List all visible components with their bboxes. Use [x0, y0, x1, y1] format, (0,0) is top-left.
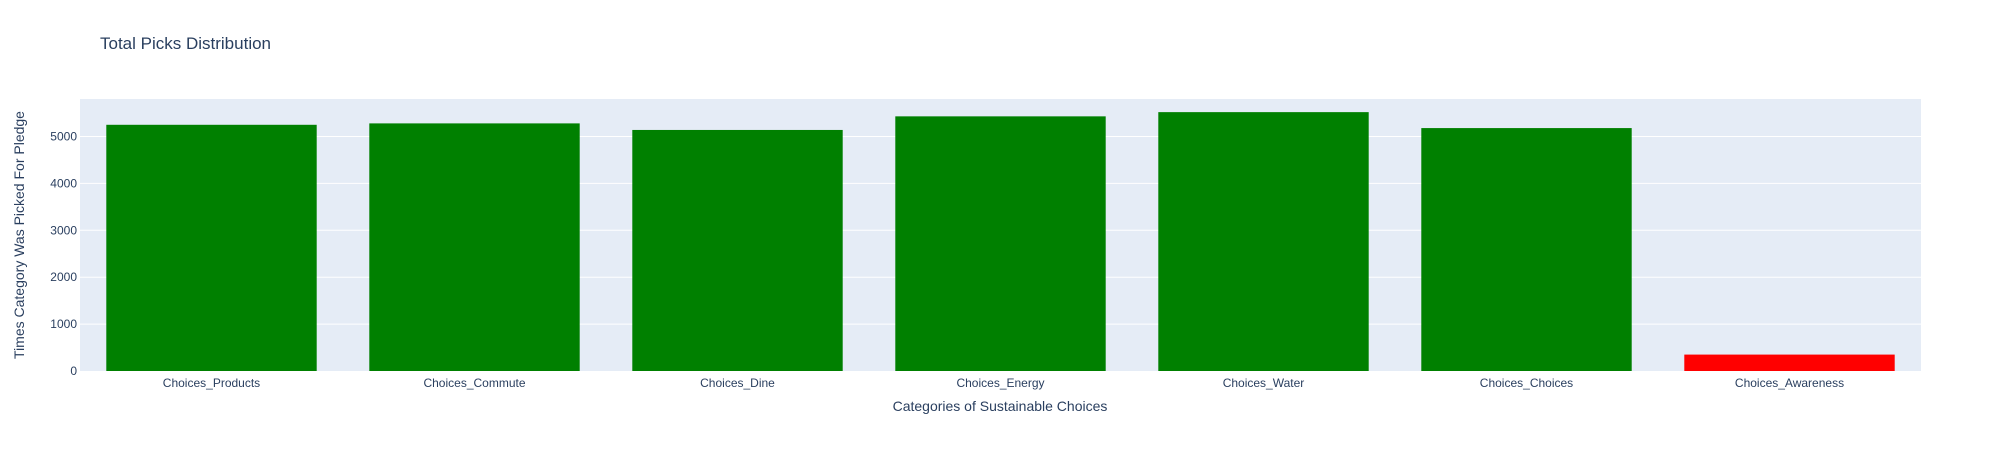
x-tick-label: Choices_Awareness	[1735, 376, 1844, 390]
y-axis-title: Times Category Was Picked For Pledge	[11, 111, 27, 359]
bars	[106, 112, 1895, 372]
chart-title: Total Picks Distribution	[100, 34, 271, 53]
bar-choices-products[interactable]	[106, 124, 317, 371]
x-tick-label: Choices_Products	[163, 376, 260, 390]
y-tick-label: 5000	[50, 130, 77, 144]
bar-choices-energy[interactable]	[895, 116, 1106, 372]
bar-choices-dine[interactable]	[632, 129, 843, 371]
y-tick-label: 3000	[50, 223, 77, 237]
y-axis-ticks: 0 1000 2000 3000 4000 5000	[50, 130, 77, 378]
y-tick-label: 1000	[50, 317, 77, 331]
x-tick-label: Choices_Energy	[956, 376, 1044, 390]
y-tick-label: 0	[70, 364, 77, 378]
y-tick-label: 2000	[50, 270, 77, 284]
bar-choices-commute[interactable]	[369, 123, 580, 372]
x-axis-ticks: Choices_Products Choices_Commute Choices_D…	[163, 376, 1844, 390]
bar-choices-awareness[interactable]	[1684, 354, 1895, 371]
bar-choices-choices[interactable]	[1421, 128, 1632, 371]
x-tick-label: Choices_Choices	[1480, 376, 1573, 390]
x-tick-label: Choices_Commute	[423, 376, 525, 390]
x-axis-title: Categories of Sustainable Choices	[893, 398, 1108, 414]
y-tick-label: 4000	[50, 176, 77, 190]
bar-choices-water[interactable]	[1158, 112, 1369, 371]
x-tick-label: Choices_Dine	[700, 376, 775, 390]
x-tick-label: Choices_Water	[1223, 376, 1305, 390]
